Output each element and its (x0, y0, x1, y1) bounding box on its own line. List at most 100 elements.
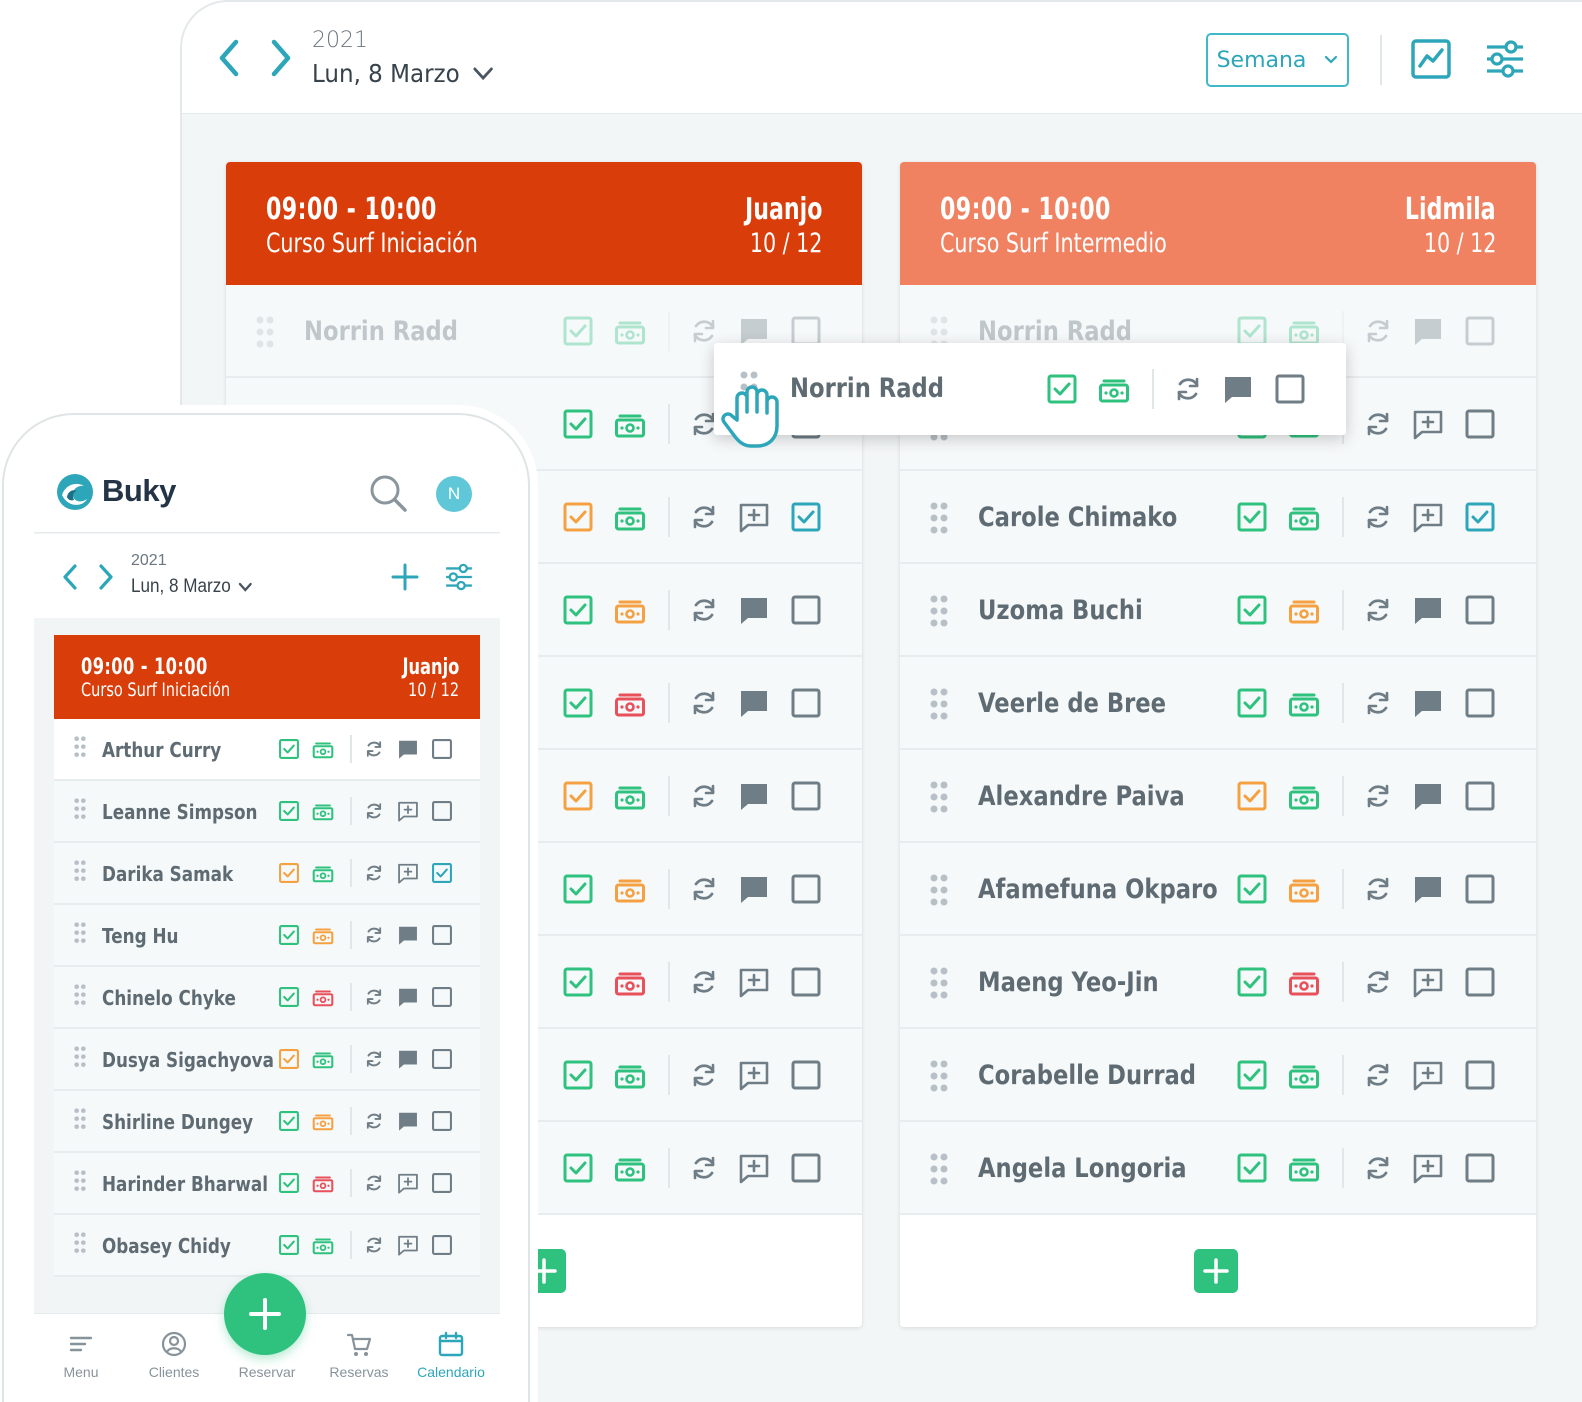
search-icon[interactable] (368, 473, 408, 513)
attendance-check-icon[interactable] (562, 315, 594, 347)
attendance-check-icon[interactable] (1236, 966, 1268, 998)
stats-icon[interactable] (1410, 38, 1452, 80)
payment-icon[interactable] (1288, 873, 1320, 905)
attendee-row[interactable]: Obasey Chidy (54, 1215, 480, 1277)
recurring-icon[interactable] (1362, 966, 1394, 998)
select-checkbox-icon[interactable] (1464, 687, 1496, 719)
attendee-row[interactable]: Veerle de Bree (900, 657, 1536, 750)
recurring-icon[interactable] (1362, 780, 1394, 812)
comment-icon[interactable] (1412, 315, 1444, 347)
recurring-icon[interactable] (1362, 408, 1394, 440)
add-comment-icon[interactable] (397, 1172, 419, 1194)
comment-icon[interactable] (738, 315, 770, 347)
add-attendee-button[interactable] (1194, 1249, 1238, 1293)
select-checkbox-icon[interactable] (1464, 594, 1496, 626)
chevron-left-icon[interactable] (62, 564, 78, 590)
attendance-check-icon[interactable] (562, 873, 594, 905)
attendance-check-icon[interactable] (1236, 501, 1268, 533)
recurring-icon[interactable] (1172, 373, 1204, 405)
select-checkbox-icon[interactable] (431, 1110, 453, 1132)
add-comment-icon[interactable] (1412, 966, 1444, 998)
add-comment-icon[interactable] (397, 862, 419, 884)
recurring-icon[interactable] (688, 873, 720, 905)
nav-reservas[interactable]: Reservas (314, 1330, 404, 1380)
add-comment-icon[interactable] (1412, 1152, 1444, 1184)
payment-icon[interactable] (614, 594, 646, 626)
comment-icon[interactable] (397, 924, 419, 946)
next-day-button[interactable] (264, 36, 298, 80)
attendance-check-icon[interactable] (1236, 1059, 1268, 1091)
comment-icon[interactable] (1412, 594, 1444, 626)
payment-icon[interactable] (1288, 1152, 1320, 1184)
filter-settings-icon[interactable] (444, 562, 474, 592)
recurring-icon[interactable] (363, 924, 385, 946)
payment-icon[interactable] (1288, 1059, 1320, 1091)
attendance-check-icon[interactable] (1236, 687, 1268, 719)
select-checkbox-icon[interactable] (431, 1048, 453, 1070)
payment-icon[interactable] (614, 873, 646, 905)
recurring-icon[interactable] (688, 1059, 720, 1091)
payment-icon[interactable] (614, 408, 646, 440)
select-checkbox-icon[interactable] (790, 687, 822, 719)
recurring-icon[interactable] (688, 687, 720, 719)
select-checkbox-icon[interactable] (1464, 873, 1496, 905)
attendee-row[interactable]: Harinder Bharwal (54, 1153, 480, 1215)
add-icon[interactable] (390, 562, 420, 592)
attendance-check-icon[interactable] (562, 780, 594, 812)
attendee-row[interactable]: Chinelo Chyke (54, 967, 480, 1029)
select-checkbox-icon[interactable] (431, 1172, 453, 1194)
date-picker[interactable]: 2021 Lun, 8 Marzo (312, 28, 509, 88)
comment-icon[interactable] (738, 594, 770, 626)
attendee-row[interactable]: Arthur Curry (54, 719, 480, 781)
nav-menu[interactable]: Menu (36, 1330, 126, 1380)
payment-icon[interactable] (614, 501, 646, 533)
recurring-icon[interactable] (363, 738, 385, 760)
prev-day-button[interactable] (212, 36, 246, 80)
recurring-icon[interactable] (363, 1110, 385, 1132)
attendance-check-icon[interactable] (1236, 1152, 1268, 1184)
attendee-row[interactable]: Alexandre Paiva (900, 750, 1536, 843)
comment-icon[interactable] (1412, 780, 1444, 812)
recurring-icon[interactable] (1362, 873, 1394, 905)
recurring-icon[interactable] (1362, 687, 1394, 719)
comment-icon[interactable] (397, 738, 419, 760)
view-select[interactable]: Semana (1206, 33, 1349, 87)
attendance-check-icon[interactable] (278, 1110, 300, 1132)
attendance-check-icon[interactable] (562, 1059, 594, 1091)
add-comment-icon[interactable] (738, 1152, 770, 1184)
payment-icon[interactable] (1288, 687, 1320, 719)
filter-settings-icon[interactable] (1484, 38, 1526, 80)
class-card-header[interactable]: 09:00 - 10:00 Curso Surf Iniciación Juanjo… (226, 162, 862, 285)
attendee-row[interactable]: Corabelle Durrad (900, 1029, 1536, 1122)
comment-icon[interactable] (397, 986, 419, 1008)
add-comment-icon[interactable] (738, 501, 770, 533)
select-checkbox-icon[interactable] (431, 986, 453, 1008)
nav-calendario[interactable]: Calendario (406, 1330, 496, 1380)
select-checkbox-icon[interactable] (790, 966, 822, 998)
attendance-check-icon[interactable] (1236, 780, 1268, 812)
payment-icon[interactable] (312, 924, 334, 946)
attendee-row[interactable]: Shirline Dungey (54, 1091, 480, 1153)
select-checkbox-icon[interactable] (1464, 966, 1496, 998)
recurring-icon[interactable] (363, 1048, 385, 1070)
chevron-right-icon[interactable] (98, 564, 114, 590)
select-checkbox-icon[interactable] (1464, 408, 1496, 440)
recurring-icon[interactable] (688, 501, 720, 533)
recurring-icon[interactable] (1362, 501, 1394, 533)
payment-icon[interactable] (1288, 594, 1320, 626)
add-comment-icon[interactable] (1412, 1059, 1444, 1091)
attendance-check-icon[interactable] (278, 1048, 300, 1070)
select-checkbox-icon[interactable] (431, 738, 453, 760)
attendance-check-icon[interactable] (278, 1172, 300, 1194)
attendance-check-icon[interactable] (562, 1152, 594, 1184)
recurring-icon[interactable] (363, 1234, 385, 1256)
comment-icon[interactable] (397, 1048, 419, 1070)
payment-icon[interactable] (312, 1172, 334, 1194)
select-checkbox-icon[interactable] (1464, 315, 1496, 347)
recurring-icon[interactable] (363, 986, 385, 1008)
recurring-icon[interactable] (688, 315, 720, 347)
select-checkbox-icon[interactable] (1464, 1152, 1496, 1184)
select-checkbox-icon[interactable] (1464, 1059, 1496, 1091)
class-card-header[interactable]: 09:00 - 10:00 Curso Surf Intermedio Lidmil… (900, 162, 1536, 285)
nav-reservar[interactable]: Reservar (222, 1364, 312, 1380)
